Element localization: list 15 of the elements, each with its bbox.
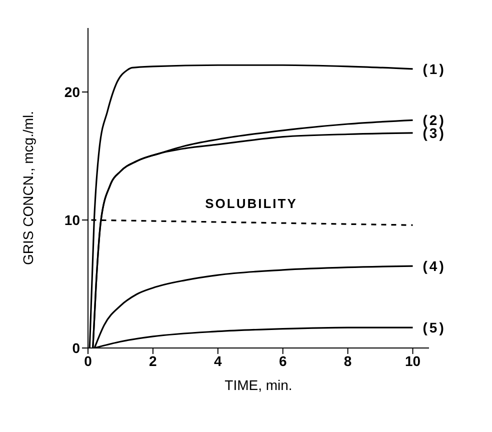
x-tick-label: 6 [278, 352, 287, 369]
x-tick-label: 4 [214, 352, 222, 369]
series-label: (5) [422, 320, 446, 336]
y-axis-title: GRIS CONCN., mcg./ml. [20, 110, 36, 266]
y-tick-label: 10 [64, 212, 80, 228]
x-axis-title: TIME, min. [224, 377, 292, 393]
y-tick-label: 0 [72, 340, 80, 356]
x-tick-label: 8 [344, 352, 352, 369]
x-tick-label: 10 [404, 352, 421, 369]
x-tick-label: 2 [149, 352, 158, 369]
y-tick-label: 20 [64, 84, 80, 100]
series-label: (4) [422, 258, 446, 274]
x-tick-label: 0 [84, 352, 92, 369]
series-label: (1) [422, 60, 446, 77]
series-label: SOLUBILITY [205, 196, 298, 211]
